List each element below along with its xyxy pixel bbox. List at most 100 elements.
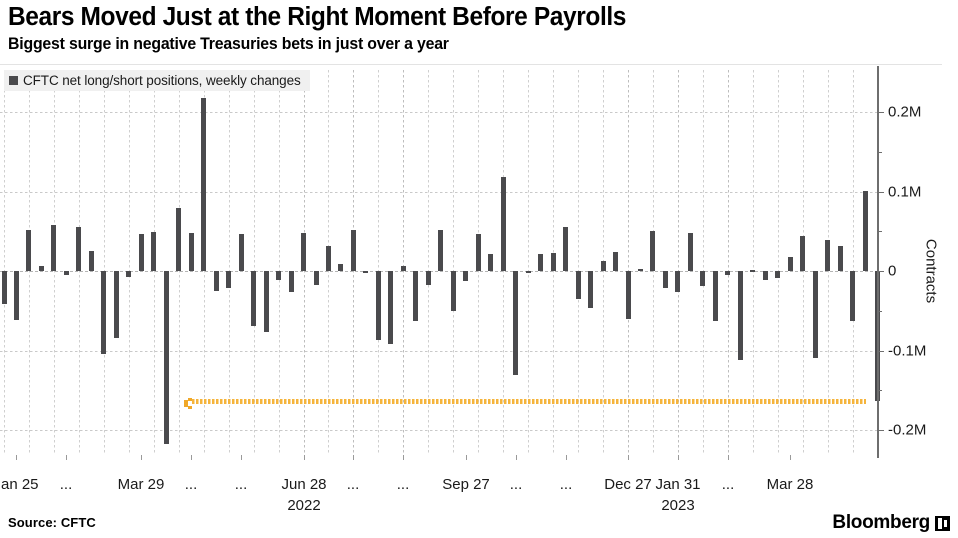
x-axis-tick: [304, 455, 305, 460]
bar: [39, 266, 44, 271]
y-axis-label: 0.2M: [888, 103, 922, 121]
bar: [89, 251, 94, 271]
bar: [501, 177, 506, 271]
y-axis-tick: [877, 112, 884, 113]
y-axis-tick-minor: [877, 390, 882, 392]
grid-line-vertical: [778, 70, 779, 455]
x-axis-tick: [728, 455, 729, 460]
bar: [351, 229, 356, 271]
grid-line-vertical: [678, 70, 679, 455]
bar: [239, 233, 244, 271]
bar: [638, 269, 643, 272]
bar: [738, 271, 743, 361]
bar: [838, 246, 843, 271]
bar: [663, 271, 668, 289]
grid-line-vertical: [104, 70, 105, 455]
x-axis-year-label: 2023: [661, 497, 695, 514]
y-axis-tick: [877, 430, 884, 431]
bar: [601, 260, 606, 271]
bar: [675, 271, 680, 292]
bar: [688, 232, 693, 271]
x-axis-tick: [241, 455, 242, 460]
x-axis-label: ...: [559, 476, 573, 493]
x-axis-label: ...: [346, 476, 360, 493]
x-axis-tick: [466, 455, 467, 460]
bar: [725, 271, 730, 275]
x-axis-label: ...: [396, 476, 410, 493]
bar: [476, 234, 481, 271]
bar: [750, 270, 755, 273]
bar: [76, 227, 81, 271]
bar: [189, 232, 194, 271]
bar: [775, 271, 780, 279]
bar: [201, 97, 206, 271]
bar: [301, 232, 306, 271]
bar: [451, 271, 456, 311]
bar: [51, 224, 56, 271]
y-axis-tick-minor: [877, 231, 882, 233]
x-axis-label: Mar 28: [766, 476, 814, 493]
bar: [26, 229, 31, 271]
grid-line-vertical: [728, 70, 729, 455]
page-subtitle: Biggest surge in negative Treasuries bet…: [8, 35, 449, 53]
x-axis-tick: [403, 455, 404, 460]
bar: [650, 231, 655, 271]
bar: [226, 271, 231, 288]
bar: [14, 271, 19, 321]
bar: [813, 271, 818, 359]
bar: [788, 256, 793, 271]
source-note: Source: CFTC: [8, 515, 96, 530]
bar: [363, 271, 368, 273]
chart-legend: CFTC net long/short positions, weekly ch…: [4, 70, 310, 91]
bar: [700, 271, 705, 287]
grid-line-vertical: [403, 70, 404, 455]
grid-line-vertical: [254, 70, 255, 455]
x-axis-label: Jan 31: [655, 476, 701, 493]
grid-line-vertical: [753, 70, 754, 455]
bar: [526, 271, 531, 273]
x-axis-tick: [678, 455, 679, 460]
y-axis-tick-minor: [877, 151, 882, 153]
bar: [763, 271, 768, 280]
x-axis-tick: [628, 455, 629, 460]
chart-header: Bears Moved Just at the Right Moment Bef…: [8, 2, 950, 55]
bar: [588, 271, 593, 309]
grid-line-vertical: [129, 70, 130, 455]
x-axis-tick: [790, 455, 791, 460]
bar: [438, 229, 443, 271]
bar: [576, 271, 581, 299]
bar: [214, 271, 219, 291]
bar: [289, 271, 294, 293]
bar: [563, 227, 568, 271]
y-axis-label: -0.1M: [888, 342, 927, 359]
x-axis-tick: [16, 455, 17, 460]
x-axis-tick: [191, 455, 192, 460]
bar: [2, 271, 7, 304]
grid-line-vertical: [628, 70, 629, 455]
x-axis-label: ...: [509, 476, 523, 493]
brand-name: Bloomberg: [832, 512, 930, 533]
grid-line-vertical: [703, 70, 704, 455]
bar: [376, 271, 381, 341]
bar: [151, 232, 156, 271]
bar: [64, 271, 69, 275]
grid-line-vertical: [4, 70, 5, 455]
bar: [626, 271, 631, 320]
x-axis-label: ...: [59, 476, 73, 493]
x-axis-label: Jun 28: [281, 476, 327, 493]
y-axis-label: 0: [888, 262, 897, 280]
bar: [538, 254, 543, 271]
zero-line: [0, 271, 877, 272]
bar: [850, 271, 855, 322]
y-axis-title: Contracts: [922, 238, 940, 304]
bar: [513, 271, 518, 376]
bloomberg-logo-icon: [935, 515, 950, 531]
legend-swatch-icon: [9, 76, 18, 85]
bar: [314, 271, 319, 286]
x-axis-label: ...: [721, 476, 735, 493]
grid-line-vertical: [528, 70, 529, 455]
grid-line-horizontal: [0, 430, 877, 431]
x-axis-label: Mar 29: [117, 476, 165, 493]
plot-area: [0, 70, 880, 455]
